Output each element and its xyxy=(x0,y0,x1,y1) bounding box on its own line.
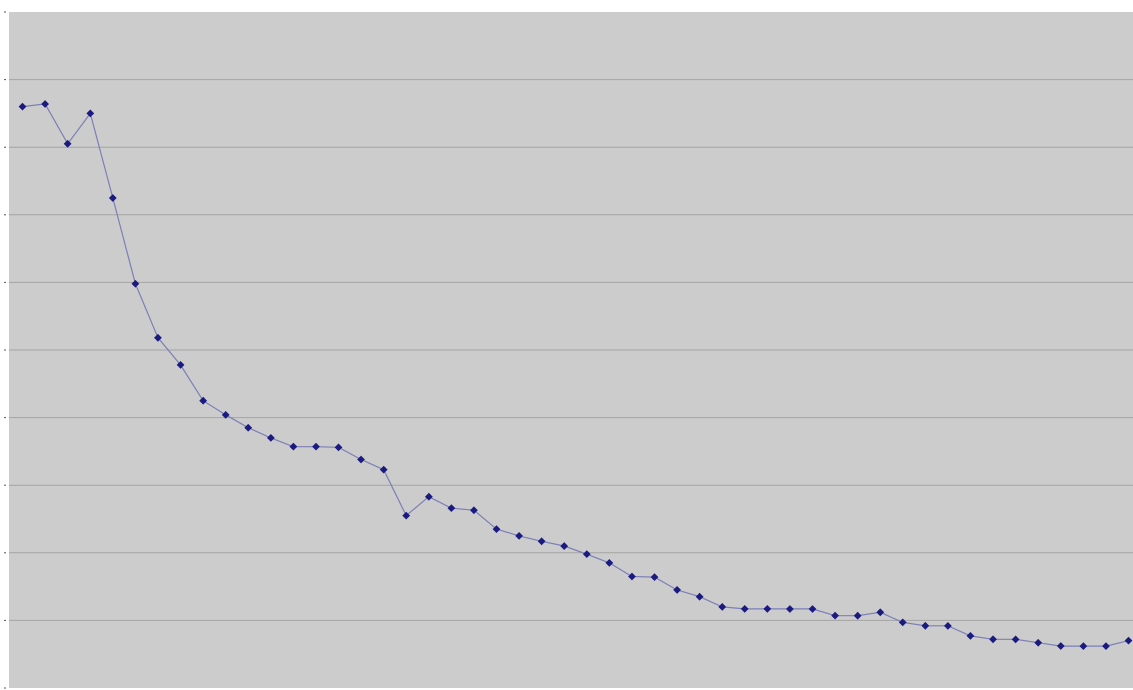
data-point-27 xyxy=(605,559,614,567)
data-point-11 xyxy=(244,423,253,432)
data-point-22 xyxy=(492,525,501,534)
data-point-18 xyxy=(402,511,411,520)
data-point-8 xyxy=(176,361,185,369)
data-point-19 xyxy=(424,492,433,501)
data-point-43 xyxy=(966,632,975,640)
data-point-30 xyxy=(673,586,681,594)
y-axis-ticks xyxy=(4,11,6,689)
data-point-50 xyxy=(1124,636,1133,645)
data-point-35 xyxy=(786,605,794,613)
data-point-32 xyxy=(718,603,727,611)
data-point-41 xyxy=(921,621,930,630)
data-point-26 xyxy=(582,550,591,559)
data-point-46 xyxy=(1034,638,1043,647)
data-point-48 xyxy=(1079,642,1088,650)
data-point-40 xyxy=(898,618,907,627)
data-point-49 xyxy=(1102,642,1110,650)
data-point-38 xyxy=(853,611,862,620)
data-point-29 xyxy=(650,573,659,582)
data-point-28 xyxy=(628,572,636,581)
data-point-25 xyxy=(560,542,569,550)
data-point-36 xyxy=(808,605,817,613)
data-point-37 xyxy=(831,611,839,620)
data-point-10 xyxy=(221,410,230,419)
data-point-31 xyxy=(695,592,704,601)
data-point-4 xyxy=(86,109,95,118)
data-point-34 xyxy=(763,605,772,613)
data-point-44 xyxy=(989,635,997,644)
data-point-24 xyxy=(537,537,546,546)
data-point-3 xyxy=(63,139,72,148)
data-point-23 xyxy=(515,531,523,540)
data-point-2 xyxy=(41,100,49,108)
data-point-6 xyxy=(131,279,140,288)
data-point-17 xyxy=(379,465,388,474)
data-point-47 xyxy=(1056,642,1065,650)
data-point-45 xyxy=(1011,635,1020,644)
data-point-33 xyxy=(740,605,749,613)
data-point-7 xyxy=(154,333,162,342)
gridlines xyxy=(9,79,1133,621)
data-point-42 xyxy=(944,621,952,630)
data-point-39 xyxy=(876,608,885,617)
